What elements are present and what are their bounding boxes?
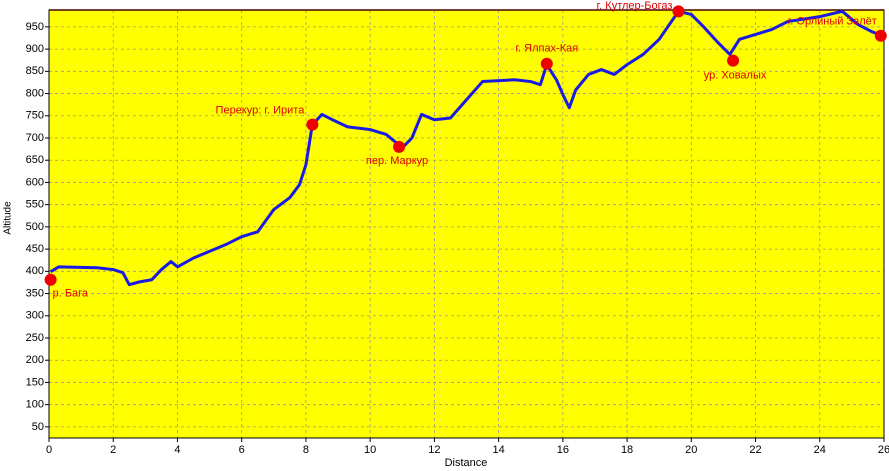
waypoint [727,54,740,67]
plot-frame [48,9,885,439]
x-tick-label: 24 [814,444,826,456]
y-tick-label: 350 [26,287,44,299]
waypoint-label: г. Ялпах-Кая [515,43,578,55]
y-tick-label: 400 [26,265,44,277]
x-tick-label: 22 [749,444,761,456]
x-tick-label: 20 [685,444,697,456]
plot-area [49,10,884,438]
x-tick-label: 10 [364,444,376,456]
waypoint [540,57,553,70]
waypoint [306,118,319,131]
y-tick-label: 700 [26,132,44,144]
y-tick-label: 250 [26,332,44,344]
waypoint-label: Перекур: г. Ирита [216,105,306,117]
x-tick-label: 12 [428,444,440,456]
waypoint-label: г. Орлиный Залёт [788,16,877,28]
waypoint [672,5,685,18]
y-tick-label: 750 [26,110,44,122]
y-tick-label: 850 [26,65,44,77]
y-tick-label: 50 [32,421,44,433]
waypoint-label: г. Кутлер-Богаз [597,0,673,12]
x-axis-label: Distance [445,457,488,469]
y-tick-label: 500 [26,221,44,233]
y-tick-label: 200 [26,354,44,366]
y-tick-label: 650 [26,154,44,166]
track-line [49,9,885,287]
waypoint-label: р. Бага [53,288,89,300]
x-tick-label: 4 [174,444,180,456]
y-tick-label: 600 [26,176,44,188]
x-tick-label: 16 [557,444,569,456]
y-tick-label: 300 [26,310,44,322]
x-tick-label: 14 [492,444,504,456]
waypoint-label: ур. Ховалых [704,70,767,82]
y-tick-label: 800 [26,87,44,99]
y-tick-label: 100 [26,399,44,411]
y-tick-label: 950 [26,21,44,33]
x-tick-label: 18 [621,444,633,456]
x-tick-label: 8 [303,444,309,456]
waypoint-label: пер. Маркур [366,155,428,167]
y-tick-label: 150 [26,376,44,388]
waypoint [874,29,887,42]
x-tick-label: 2 [110,444,116,456]
y-tick-label: 450 [26,243,44,255]
x-tick-label: 0 [46,444,52,456]
y-axis-label: Altitude [3,201,14,235]
x-tick-label: 6 [239,444,245,456]
waypoint [393,140,406,153]
x-tick-label: 26 [878,444,889,456]
y-tick-label: 550 [26,199,44,211]
y-tick-label: 900 [26,43,44,55]
waypoint [44,273,57,286]
